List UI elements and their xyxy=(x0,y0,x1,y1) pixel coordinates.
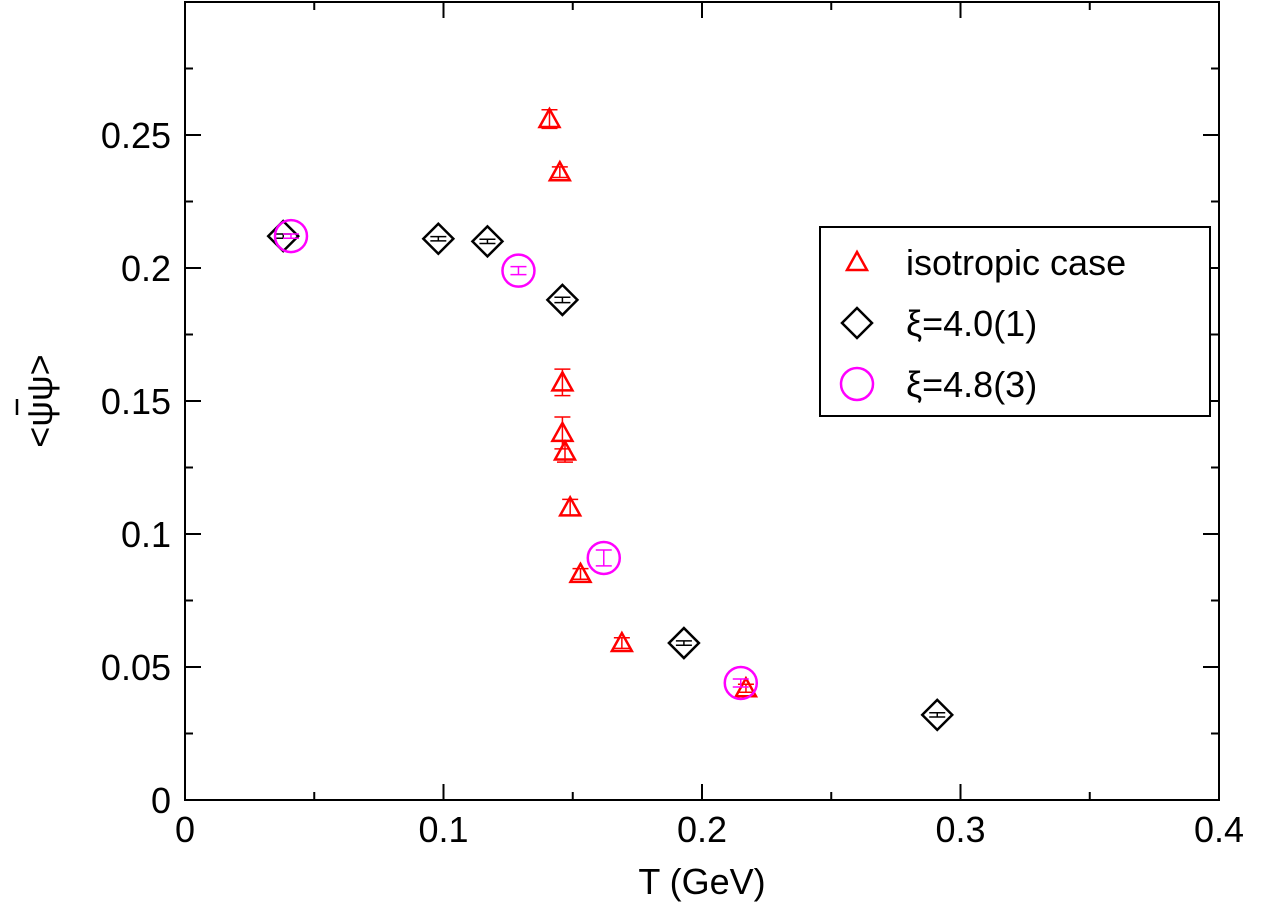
y-axis-label: <ψψ> xyxy=(19,354,60,447)
x-tick-label: 0.2 xyxy=(677,809,727,850)
data-point-diamond xyxy=(421,221,456,256)
data-point-circle xyxy=(501,253,536,288)
x-tick-label: 0.1 xyxy=(418,809,468,850)
data-point-circle xyxy=(586,540,622,576)
data-point-diamond xyxy=(545,283,580,317)
data-point-circle xyxy=(723,665,759,701)
series-triangle xyxy=(537,106,759,698)
data-point-triangle xyxy=(609,630,634,653)
y-tick-label: 0 xyxy=(151,780,171,821)
y-tick-label: 0.15 xyxy=(101,381,171,422)
axis-ticks xyxy=(184,1,1220,801)
data-point-triangle xyxy=(568,561,593,584)
legend-label: isotropic case xyxy=(906,242,1126,283)
y-tick-label: 0.25 xyxy=(101,115,171,156)
legend-marker-triangle xyxy=(844,249,870,272)
data-point-circle xyxy=(273,218,309,254)
y-axis-label-group: <ψψ> xyxy=(15,354,60,448)
y-tick-label: 0.1 xyxy=(121,514,171,555)
y-tick-label: 0.05 xyxy=(101,647,171,688)
x-tick-label: 0 xyxy=(175,809,195,850)
legend-items: isotropic case ξ=4.0(1) ξ=4.8(3) xyxy=(839,242,1126,405)
data-point-triangle xyxy=(558,494,583,517)
legend-label: ξ=4.0(1) xyxy=(906,303,1037,344)
x-axis-label: T (GeV) xyxy=(638,861,765,902)
legend: isotropic case ξ=4.0(1) ξ=4.8(3) xyxy=(819,226,1211,417)
y-tick-label: 0.2 xyxy=(121,248,171,289)
data-marks xyxy=(266,106,955,732)
data-point-triangle xyxy=(537,106,562,129)
legend-marker-circle xyxy=(839,366,875,402)
data-point-triangle xyxy=(547,159,572,182)
tick-labels: 0 0.1 0.2 0.3 0.4 0 0.05 0.1 0.15 0.2 0.25 xyxy=(101,115,1244,850)
legend-label: ξ=4.8(3) xyxy=(906,364,1037,405)
data-point-diamond xyxy=(920,698,955,732)
data-point-diamond xyxy=(470,224,505,259)
x-tick-label: 0.4 xyxy=(1194,809,1244,850)
data-point-triangle xyxy=(550,369,575,392)
series-circle xyxy=(273,218,759,701)
data-point-diamond xyxy=(667,626,701,660)
x-tick-label: 0.3 xyxy=(935,809,985,850)
legend-marker-diamond xyxy=(840,306,874,340)
data-point-triangle xyxy=(552,438,578,461)
legend-box xyxy=(819,226,1211,417)
